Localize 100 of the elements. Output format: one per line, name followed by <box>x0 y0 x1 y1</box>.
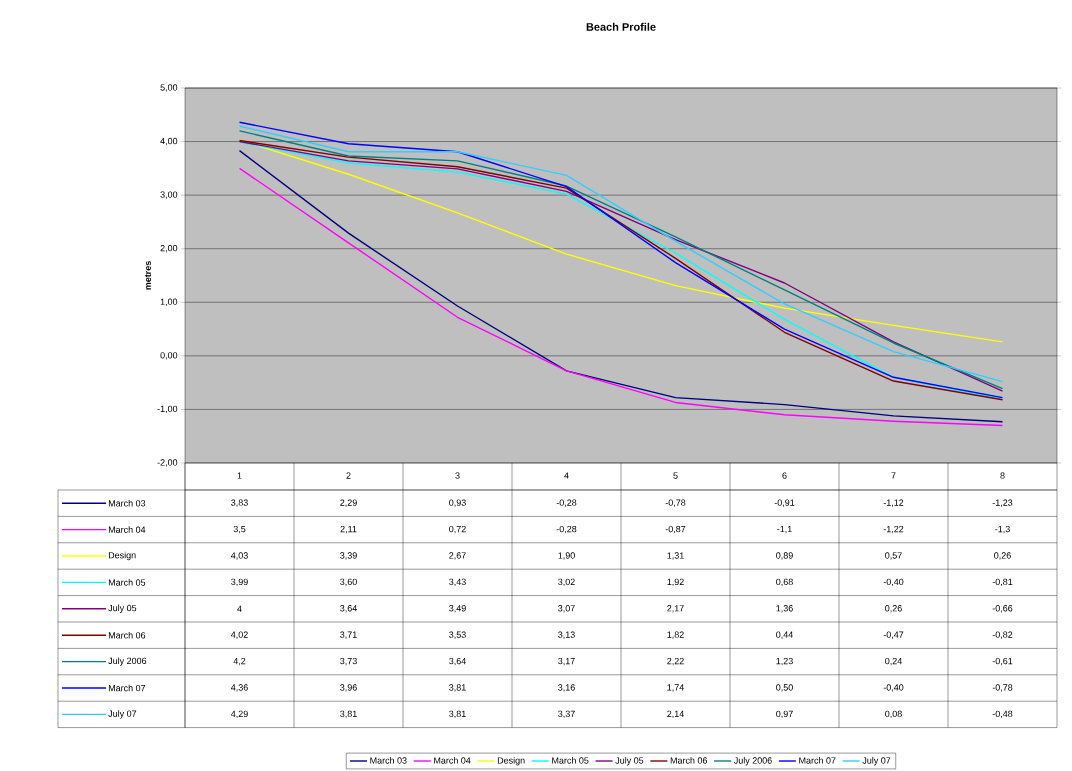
y-tick-label: -1,00 <box>157 405 178 414</box>
data-label: 3,73 <box>340 657 357 666</box>
legend-label: March 04 <box>108 526 146 533</box>
data-label: 0,93 <box>449 499 466 507</box>
text: July 2006 <box>733 757 772 766</box>
x-tick-label: 1 <box>237 472 242 479</box>
y-tick-label: 4,00 <box>160 137 178 146</box>
data-label: -0,48 <box>992 710 1013 719</box>
data-label: 4,2 <box>233 657 246 666</box>
data-label: 3,39 <box>340 552 357 560</box>
data-label: 1,31 <box>667 552 684 560</box>
data-label: 3,07 <box>558 605 575 613</box>
data-label: 3,99 <box>231 578 248 587</box>
data-label: -0,28 <box>556 525 577 534</box>
x-tick-label: 7 <box>891 472 896 479</box>
x-tick-label: 6 <box>782 472 787 479</box>
data-label: -0,28 <box>556 499 577 507</box>
text: Design <box>497 757 525 766</box>
data-label: -0,81 <box>992 578 1013 587</box>
y-tick-label: 0,00 <box>160 352 178 360</box>
text: March 03 <box>370 757 407 764</box>
text: March 07 <box>799 757 836 764</box>
data-label: -0,47 <box>883 631 904 639</box>
data-label: 0,50 <box>776 684 793 692</box>
data-label: 3,16 <box>558 684 575 692</box>
legend-label: March 06 <box>108 631 146 639</box>
data-label: -1,1 <box>777 525 792 534</box>
data-label: 4,03 <box>230 552 248 560</box>
chart-title: Beach Profile <box>586 22 656 31</box>
data-label: 3,02 <box>558 578 575 587</box>
data-label: 3,71 <box>340 631 357 639</box>
data-label: -1,3 <box>995 525 1010 534</box>
data-label: -0,82 <box>992 631 1013 639</box>
data-label: -0,61 <box>992 657 1013 666</box>
data-label: 3,83 <box>231 499 248 507</box>
legend-label: July 2006 <box>108 657 147 666</box>
data-label: -1,23 <box>992 499 1013 507</box>
data-label: -0,91 <box>774 499 795 507</box>
data-label: 1,82 <box>667 631 684 639</box>
data-label: -0,78 <box>992 684 1013 692</box>
data-label: 0,44 <box>776 631 793 639</box>
data-label: -0,40 <box>883 578 904 587</box>
data-label: 3,17 <box>558 657 575 666</box>
data-label: 2,29 <box>340 499 357 507</box>
text: March 05 <box>552 757 589 764</box>
data-label: 3,64 <box>449 657 466 666</box>
data-label: 0,68 <box>776 578 793 587</box>
data-label: 4,36 <box>230 684 248 692</box>
x-tick-label: 5 <box>673 472 678 479</box>
data-label: 3,64 <box>340 605 357 613</box>
data-label: 3,96 <box>340 684 357 692</box>
data-label: 0,97 <box>776 710 793 719</box>
data-label: 3,43 <box>449 578 466 587</box>
data-label: 3,5 <box>233 525 246 534</box>
data-label: -0,66 <box>992 605 1013 613</box>
data-label: 2,11 <box>340 525 357 534</box>
data-label: 0,26 <box>885 605 902 613</box>
data-label: 1,74 <box>667 684 684 692</box>
data-label: -1,22 <box>883 525 904 534</box>
data-label: -0,78 <box>665 499 686 507</box>
y-tick-label: 2,00 <box>160 245 178 253</box>
text: March 04 <box>434 757 471 764</box>
data-label: 2,67 <box>449 552 466 560</box>
data-label: 0,89 <box>776 552 793 560</box>
x-tick-label: 4 <box>564 472 569 479</box>
text: March 06 <box>670 757 708 764</box>
y-tick-label: 1,00 <box>160 298 178 306</box>
legend-label: March 07 <box>108 684 146 692</box>
y-tick-label: -2,00 <box>157 459 178 467</box>
data-label: 2,17 <box>667 605 684 613</box>
data-label: 1,92 <box>667 578 684 587</box>
legend-label: March 05 <box>108 579 146 586</box>
legend-label: July 05 <box>108 604 137 613</box>
data-label: 3,60 <box>340 578 357 587</box>
data-label: 0,72 <box>449 525 466 534</box>
data-label: 4 <box>237 605 242 612</box>
data-label: 3,81 <box>449 684 466 692</box>
data-label: 1,90 <box>558 552 575 560</box>
data-label: -0,40 <box>883 684 904 692</box>
x-tick-label: 3 <box>455 472 460 479</box>
data-label: 0,57 <box>885 552 902 560</box>
y-tick-label: 3,00 <box>160 191 178 199</box>
data-label: 0,26 <box>994 552 1011 560</box>
legend-label: Design <box>108 551 136 561</box>
x-tick-label: 2 <box>346 472 351 479</box>
data-label: 3,49 <box>449 605 466 613</box>
data-label: 2,22 <box>667 657 684 666</box>
data-label: 3,81 <box>449 710 466 719</box>
data-label: 0,08 <box>885 710 902 719</box>
data-label: 3,13 <box>558 631 575 639</box>
y-axis-title: metres <box>145 261 151 290</box>
data-label: 3,81 <box>340 710 357 719</box>
y-tick-label: 5,00 <box>160 84 178 92</box>
data-label: 1,23 <box>776 657 793 666</box>
text: July 05 <box>615 757 644 766</box>
data-label: 4,02 <box>230 631 248 639</box>
data-label: -0,87 <box>665 525 686 534</box>
data-label: 4,29 <box>230 710 248 719</box>
data-label: 0,24 <box>885 657 902 666</box>
legend-label: March 03 <box>108 499 146 507</box>
